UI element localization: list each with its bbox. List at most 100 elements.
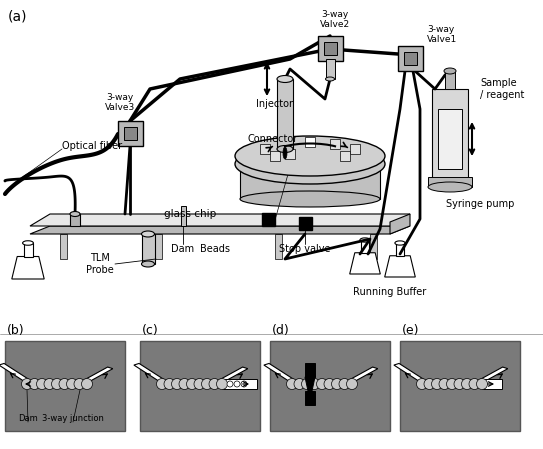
Bar [290,378,354,390]
Circle shape [36,379,47,389]
Ellipse shape [283,147,287,159]
Bar [330,139,340,149]
Bar [240,164,380,199]
Circle shape [331,379,343,389]
Bar [118,121,143,146]
Bar [155,234,162,259]
Circle shape [164,379,175,389]
Ellipse shape [277,145,293,153]
Text: Dam: Dam [172,244,194,254]
Circle shape [469,379,480,389]
Bar [482,379,502,389]
Bar [299,217,312,230]
Bar [280,139,290,149]
Circle shape [439,379,450,389]
Polygon shape [0,363,29,381]
Circle shape [339,379,350,389]
Bar [277,79,293,149]
Text: Running Buffer: Running Buffer [353,287,427,297]
Circle shape [301,379,313,389]
Circle shape [81,379,92,389]
Circle shape [74,379,85,389]
Circle shape [346,379,357,389]
Ellipse shape [240,191,380,207]
Ellipse shape [142,231,155,237]
Bar [160,378,224,390]
Text: Injector: Injector [256,99,293,109]
Bar [140,341,260,431]
Ellipse shape [277,75,293,83]
Circle shape [241,381,247,387]
Circle shape [209,379,220,389]
Bar [270,341,390,431]
Text: Beads: Beads [200,244,230,254]
Polygon shape [480,367,508,381]
Text: Dam: Dam [18,414,38,423]
Bar [326,59,335,79]
Bar [262,213,275,226]
Polygon shape [305,377,315,391]
Circle shape [201,379,212,389]
Bar [361,240,369,253]
Circle shape [477,379,488,389]
Bar [396,243,404,256]
Text: 3-way
Valve2: 3-way Valve2 [320,9,350,29]
Bar [420,378,484,390]
Bar [181,206,186,226]
Ellipse shape [70,211,80,216]
Polygon shape [12,256,44,279]
Text: (b): (b) [7,324,24,337]
Circle shape [416,379,427,389]
Circle shape [324,379,335,389]
Bar [445,71,455,89]
Text: Connector: Connector [248,134,298,144]
Text: Stop valve: Stop valve [279,244,331,254]
Polygon shape [350,367,378,381]
Circle shape [29,379,40,389]
Bar [275,234,282,259]
Text: glass chip: glass chip [164,209,216,219]
Bar [404,52,417,65]
Bar [438,109,462,169]
Bar [5,341,125,431]
Polygon shape [30,214,410,226]
Text: Optical fiber: Optical fiber [62,141,122,151]
Ellipse shape [360,238,370,242]
Polygon shape [30,226,410,234]
Ellipse shape [325,77,334,81]
Bar [60,234,67,259]
Text: 3-way junction: 3-way junction [42,414,104,423]
Circle shape [317,379,327,389]
Circle shape [309,379,320,389]
Bar [305,137,315,147]
Circle shape [59,379,70,389]
Circle shape [454,379,465,389]
Polygon shape [134,363,164,381]
Text: 3-way
Valve3: 3-way Valve3 [105,92,135,112]
Ellipse shape [395,241,405,245]
Circle shape [234,381,240,387]
Bar [324,42,337,55]
Polygon shape [390,214,410,234]
Bar [285,149,295,159]
Circle shape [156,379,167,389]
Polygon shape [220,367,248,381]
Ellipse shape [428,182,472,192]
Text: Sample
/ reagent: Sample / reagent [480,78,525,100]
Circle shape [217,379,228,389]
Circle shape [424,379,435,389]
Circle shape [227,381,233,387]
Bar [260,144,270,154]
Polygon shape [394,363,424,381]
Text: TLM
Probe: TLM Probe [86,253,114,275]
Circle shape [462,379,472,389]
Text: 3-way
Valve1: 3-way Valve1 [427,25,457,44]
Ellipse shape [235,136,385,176]
Bar [340,151,350,161]
Circle shape [22,379,33,389]
Ellipse shape [142,261,155,267]
Ellipse shape [444,68,456,74]
Text: Syringe pump: Syringe pump [446,199,514,209]
Circle shape [432,379,443,389]
Circle shape [44,379,55,389]
